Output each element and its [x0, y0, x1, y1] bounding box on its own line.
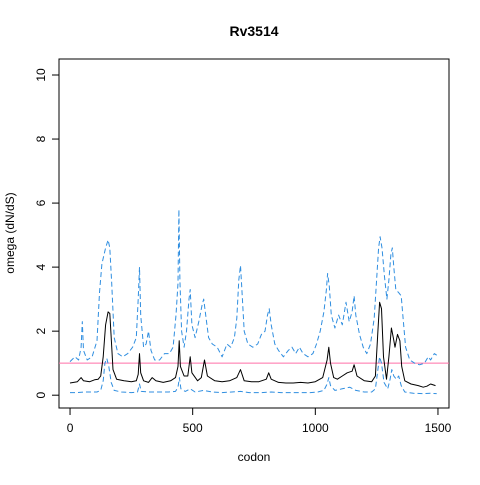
series-line-upper	[69, 209, 437, 366]
chart-title: Rv3514	[229, 23, 278, 39]
x-tick-label: 0	[67, 421, 74, 435]
plot-frame	[58, 58, 450, 409]
y-tick-label: 6	[34, 199, 48, 206]
x-tick-label: 500	[183, 421, 203, 435]
y-tick-label: 0	[34, 392, 48, 399]
series-line-lower	[70, 356, 437, 395]
series-line-estimate	[69, 301, 436, 388]
x-axis: 0 500 1000 1500	[67, 408, 452, 435]
x-tick-label: 1000	[302, 421, 329, 435]
y-axis-label: omega (dN/dS)	[3, 192, 17, 273]
x-axis-label: codon	[238, 450, 271, 464]
y-tick-label: 10	[34, 68, 48, 82]
y-axis: 0 2 4 6 8 10	[34, 68, 59, 399]
y-tick-label: 4	[34, 263, 48, 270]
y-tick-label: 8	[34, 135, 48, 142]
y-tick-label: 2	[34, 327, 48, 334]
series-layer	[69, 209, 437, 395]
x-tick-label: 1500	[425, 421, 452, 435]
